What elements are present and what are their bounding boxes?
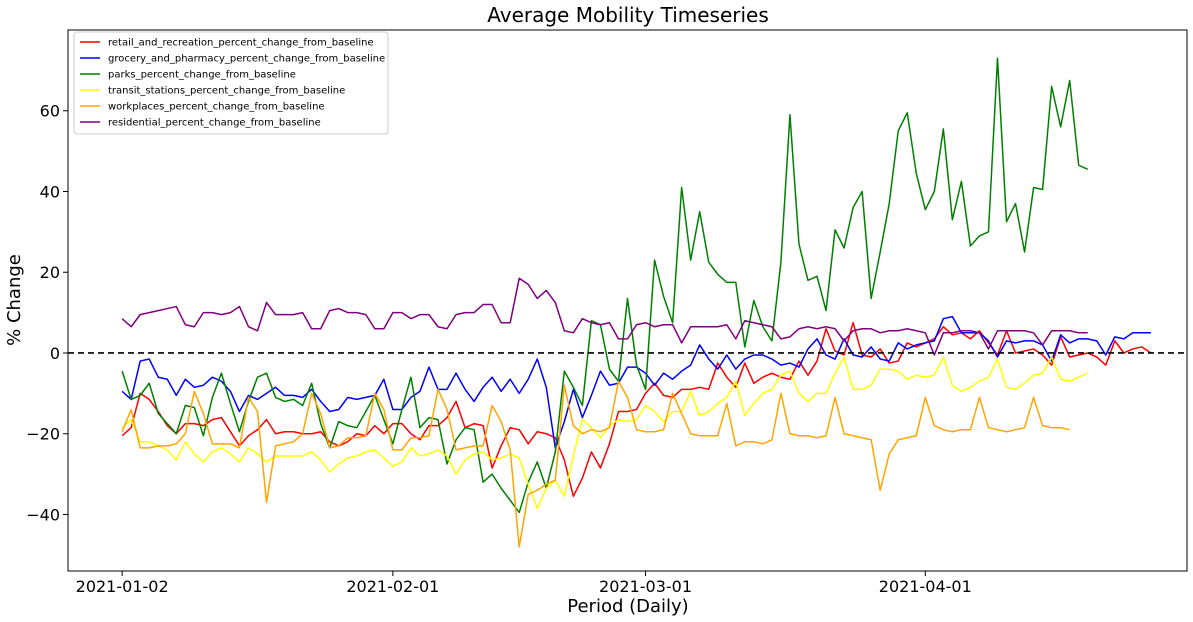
series-line-5 — [121, 277, 1088, 356]
axes-frame — [67, 29, 1188, 572]
legend-entry-5: residential_percent_change_from_baseline — [108, 118, 321, 129]
legend-entry-3: transit_stations_percent_change_from_bas… — [108, 86, 345, 97]
plot-area: −40 −20 0 20 40 60 2021-01-02 2021-02-01 2021-03… — [26, 29, 1188, 596]
x-tick-label-1: 2021-02-01 — [346, 577, 439, 596]
legend-entry-0: retail_and_recreation_percent_change_fro… — [108, 38, 374, 49]
x-tick-label-3: 2021-04-01 — [879, 577, 972, 596]
y-axis-label: % Change — [4, 254, 25, 346]
legend-entry-1: grocery_and_pharmacy_percent_change_from… — [108, 54, 385, 65]
y-tick-label-5: 60 — [40, 102, 60, 121]
legend-box — [73, 31, 389, 135]
y-tick-label-1: −20 — [26, 425, 60, 444]
chart-title: Average Mobility Timeseries — [487, 3, 769, 27]
y-tick-label-3: 20 — [40, 263, 60, 282]
x-axis-label: Period (Daily) — [567, 596, 688, 617]
x-tick-label-2: 2021-03-01 — [599, 577, 692, 596]
series-line-4 — [121, 380, 1070, 548]
series-line-0 — [121, 321, 1152, 498]
y-tick-label-4: 40 — [40, 182, 60, 201]
x-tick-label-0: 2021-01-02 — [76, 577, 169, 596]
legend-entry-2: parks_percent_change_from_baseline — [108, 70, 296, 81]
y-tick-label-0: −40 — [26, 505, 60, 524]
y-tick-label-2: 0 — [50, 344, 60, 363]
legend: retail_and_recreation_percent_change_fro… — [73, 31, 389, 135]
legend-entry-4: workplaces_percent_change_from_baseline — [108, 102, 325, 113]
series-line-2 — [121, 57, 1089, 514]
series-line-3 — [121, 356, 1089, 510]
